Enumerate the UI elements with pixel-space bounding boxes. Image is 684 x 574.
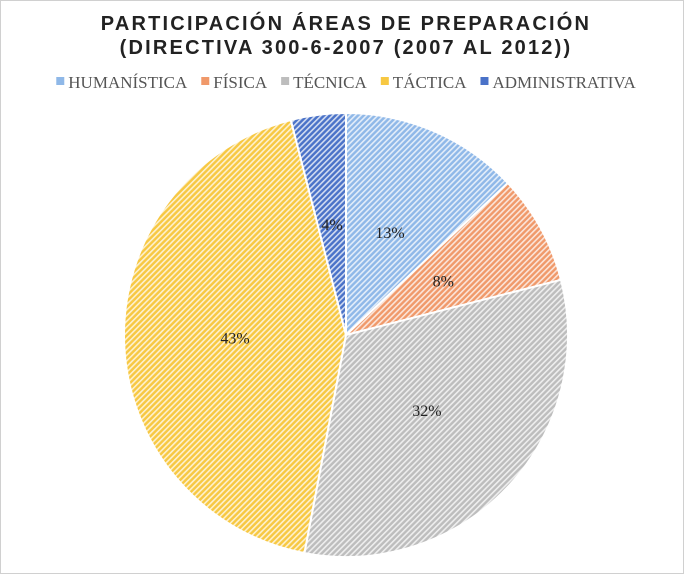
- legend-label: HUMANÍSTICA: [68, 73, 188, 92]
- pie-slice: [289, 111, 347, 336]
- legend-swatch: [480, 77, 489, 85]
- pie-slice: [345, 181, 563, 336]
- pie-slice: [345, 111, 510, 338]
- data-label: 13%: [375, 225, 404, 242]
- legend-swatch: [201, 77, 210, 85]
- legend: HUMANÍSTICA FÍSICA TÉCNICA TÁCTICA ADMINISTR…: [56, 73, 636, 92]
- legend-label: TÉCNICA: [293, 73, 367, 92]
- legend-label: TÁCTICA: [393, 73, 467, 92]
- data-label: 32%: [412, 403, 441, 420]
- data-label: 4%: [321, 217, 342, 234]
- legend-label: ADMINISTRATIVA: [492, 73, 636, 92]
- data-label: 43%: [220, 330, 249, 347]
- pie-slice: [123, 118, 348, 555]
- pie-slice: [303, 278, 569, 558]
- data-label: 8%: [433, 274, 454, 291]
- chart-title: (DIRECTIVA 300-6-2007 (2007 AL 2012)): [120, 37, 573, 59]
- legend-swatch: [56, 77, 65, 85]
- legend-swatch: [380, 77, 389, 85]
- legend-swatch: [281, 77, 290, 85]
- chart-title: PARTICIPACIÓN ÁREAS DE PREPARACIÓN: [101, 11, 591, 35]
- legend-label: FÍSICA: [213, 73, 268, 92]
